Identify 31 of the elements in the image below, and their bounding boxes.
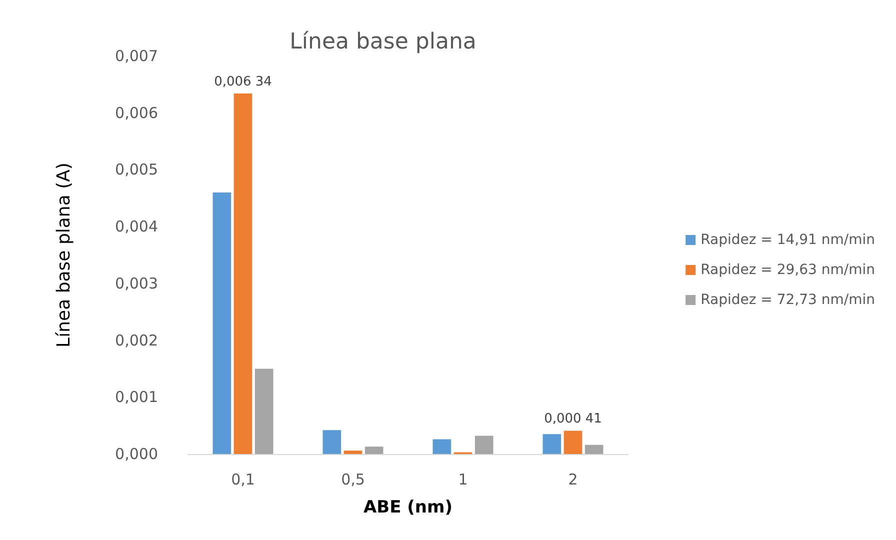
x-tick-label: 0,5 — [341, 470, 365, 488]
bar — [344, 450, 362, 454]
chart-title: Línea base plana — [290, 30, 476, 54]
legend-label: Rapidez = 72,73 nm/min — [700, 292, 876, 308]
y-tick-label: 0,004 — [115, 218, 158, 236]
bar — [432, 439, 452, 454]
x-axis-title: ABE (nm) — [363, 498, 453, 518]
y-tick-label: 0,001 — [115, 388, 158, 406]
data-label: 0,006 34 — [214, 74, 272, 90]
y-tick-label: 0,006 — [115, 104, 158, 122]
bar — [254, 368, 274, 454]
bar — [364, 446, 384, 454]
data-label: 0,000 41 — [544, 412, 602, 427]
bar — [234, 94, 252, 454]
bar — [322, 430, 342, 454]
y-tick-label: 0,002 — [115, 331, 158, 350]
legend-label: Rapidez = 29,63 nm/min — [700, 262, 876, 278]
bar — [564, 430, 582, 454]
legend-label: Rapidez = 14,91 nm/min — [700, 232, 876, 248]
y-tick-label: 0,003 — [115, 274, 158, 292]
bar — [212, 192, 232, 454]
bar — [474, 436, 494, 454]
bar — [542, 434, 562, 454]
x-tick-label: 0,1 — [231, 470, 255, 488]
x-tick-label: 2 — [568, 470, 578, 488]
y-tick-label: 0,000 — [115, 445, 158, 463]
y-tick-label: 0,007 — [115, 47, 158, 65]
bar — [584, 444, 604, 454]
x-tick-label: 1 — [458, 470, 468, 488]
y-tick-label: 0,005 — [115, 160, 158, 179]
y-axis-title: Línea base plana (A) — [54, 162, 74, 348]
